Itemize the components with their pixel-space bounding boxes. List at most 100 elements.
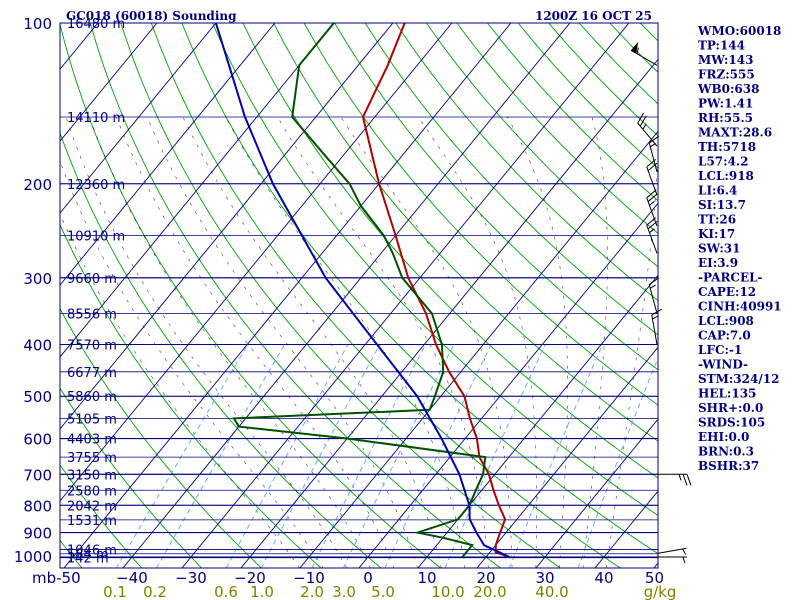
sounding-profiles xyxy=(214,23,511,558)
wind-barb-half xyxy=(678,474,682,481)
isotherm xyxy=(0,11,49,568)
pressure-tick-label: 900 xyxy=(23,525,52,543)
side-panel-value: LI:6.4 xyxy=(698,184,737,198)
mixing-ratio-label: 1.0 xyxy=(250,583,274,600)
side-panel-value: WB0:638 xyxy=(697,82,759,96)
side-panel-value: SW:31 xyxy=(698,242,740,256)
wind-barb xyxy=(656,547,687,555)
height-label: 3150 m xyxy=(67,468,117,483)
pressure-tick-label: 800 xyxy=(23,497,52,515)
isotherm xyxy=(358,202,658,568)
mixing-ratio-line xyxy=(444,344,546,568)
isotherm xyxy=(417,274,658,568)
wind-barb xyxy=(646,189,658,227)
wind-barb-half xyxy=(682,556,686,564)
pressure-tick-label: 100 xyxy=(23,15,52,33)
height-label: 12360 m xyxy=(67,178,125,193)
wind-barb-flag xyxy=(639,115,647,127)
side-panel-value: TP:144 xyxy=(698,39,745,53)
moist-adiabat xyxy=(277,116,489,568)
side-panel-value: CINH:40991 xyxy=(698,300,782,314)
mixing-ratio-label: 0.2 xyxy=(143,583,167,600)
isotherm xyxy=(60,23,453,502)
side-panel-value: LCL:908 xyxy=(698,314,754,328)
side-panel-value: SRDS:105 xyxy=(698,416,765,430)
wind-barb-staff xyxy=(646,197,658,227)
wind-barb-half xyxy=(636,47,639,54)
dry-adiabat xyxy=(763,23,800,568)
wind-barb-pennant xyxy=(631,41,639,54)
wind-barb-flag xyxy=(637,112,645,124)
pressure-tick-label: 600 xyxy=(23,431,52,449)
side-panel-value: STM:324/12 xyxy=(698,372,779,386)
side-panel-value: L57:4.2 xyxy=(698,155,748,169)
side-panel-value: BSHR:37 xyxy=(698,459,759,473)
side-panel-value: EHI:0.0 xyxy=(698,430,749,444)
isotherm xyxy=(299,130,658,568)
wind-barb-flag xyxy=(647,162,658,172)
height-label: 9660 m xyxy=(67,272,117,287)
dry-adiabat xyxy=(60,387,203,568)
mixing-ratio-label: 0.6 xyxy=(214,583,238,600)
height-label: 5860 m xyxy=(67,390,117,405)
wind-barb-half xyxy=(649,228,655,234)
wind-barb-staff xyxy=(646,166,658,196)
pressure-tick-label: 1000 xyxy=(14,548,52,566)
isotherm xyxy=(535,418,658,568)
mixing-ratio-unit: g/kg xyxy=(644,583,677,600)
wind-barb-flag xyxy=(646,189,657,199)
pressure-tick-label: 500 xyxy=(23,388,52,406)
side-panel-value: RH:55.5 xyxy=(698,111,753,125)
mixing-ratio-label: 2.0 xyxy=(300,583,324,600)
mixing-ratio-label: 20.0 xyxy=(473,583,506,600)
temperature-tick-label: 10 xyxy=(417,569,436,587)
isotherm xyxy=(240,58,658,568)
wind-barb xyxy=(630,41,658,66)
wind-barb-half xyxy=(649,284,656,289)
wind-barb-half xyxy=(649,201,655,206)
side-panel-value: MW:143 xyxy=(698,53,753,67)
moist-adiabat xyxy=(582,116,608,568)
height-label: 584 m xyxy=(67,548,109,563)
dry-adiabat xyxy=(181,23,658,555)
wind-barb-staff xyxy=(630,49,658,66)
dry-adiabat xyxy=(0,23,22,568)
dry-adiabat xyxy=(364,23,658,336)
wind-barb-half xyxy=(652,315,659,320)
wind-barb-staff xyxy=(646,224,658,254)
isotherm xyxy=(476,346,658,568)
dry-adiabat xyxy=(793,23,800,568)
height-label: 142 m xyxy=(67,552,109,567)
dry-adiabat xyxy=(89,23,502,568)
mixing-ratio-label: 5.0 xyxy=(371,583,395,600)
side-panel-value: CAP:7.0 xyxy=(698,329,751,343)
wind-barb-flag xyxy=(682,474,688,486)
dry-adiabat xyxy=(60,464,143,568)
mixing-ratio-line xyxy=(260,344,381,568)
temperature-tick-label: −20 xyxy=(234,569,266,587)
side-panel-value: -WIND- xyxy=(698,358,748,372)
side-panel-value: MAXT:28.6 xyxy=(698,126,772,140)
moist-adiabat xyxy=(146,116,418,568)
moist-adiabat xyxy=(506,116,568,568)
dry-adiabat xyxy=(303,23,658,406)
side-panel-value: PW:1.41 xyxy=(698,97,753,111)
wind-barb-staff xyxy=(648,284,658,314)
temperature-tick-label: 40 xyxy=(594,569,613,587)
pressure-tick-label: 300 xyxy=(23,270,52,288)
temperature-tick-label: 50 xyxy=(645,569,664,587)
height-label: 4403 m xyxy=(67,433,117,448)
wind-barb xyxy=(637,112,658,147)
dry-adiabat xyxy=(120,23,562,568)
wind-barb xyxy=(648,277,660,314)
chart-title: GC018 (60018) Sounding xyxy=(66,9,237,23)
mixing-ratio-line xyxy=(225,344,349,568)
plot-frame xyxy=(59,22,659,569)
side-panel-value: SI:13.7 xyxy=(698,198,746,212)
dry-adiabat xyxy=(60,307,263,568)
side-panel-value: TT:26 xyxy=(698,213,736,227)
stability-indices-panel: WMO:60018TP:144MW:143FRZ:555WB0:638PW:1.… xyxy=(697,24,782,473)
mixing-ratio-line xyxy=(155,344,286,568)
side-panel-value: CAPE:12 xyxy=(698,285,756,299)
moist-adiabat xyxy=(182,116,442,568)
